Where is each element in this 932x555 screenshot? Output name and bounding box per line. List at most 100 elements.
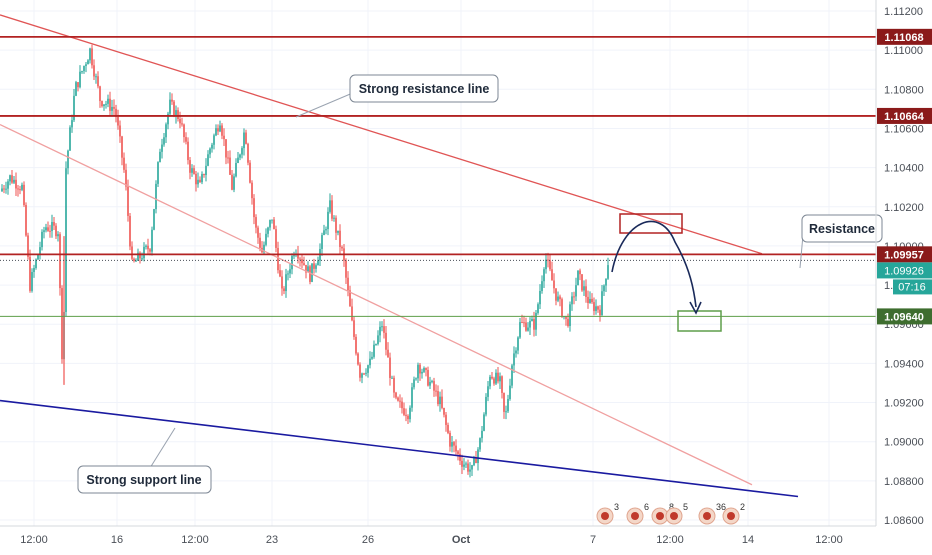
candle xyxy=(41,229,43,251)
candle xyxy=(29,249,31,293)
svg-text:36: 36 xyxy=(716,502,726,512)
candle xyxy=(437,385,439,407)
candle xyxy=(427,366,429,387)
candle xyxy=(241,146,243,159)
flag-icon xyxy=(656,512,664,520)
candle xyxy=(391,375,393,379)
candle xyxy=(527,322,529,332)
candle xyxy=(193,165,195,175)
candle xyxy=(591,293,593,304)
candle-countdown-tag: 07:16 xyxy=(893,279,932,295)
event-badge[interactable]: 8 xyxy=(651,502,674,525)
candle xyxy=(509,378,511,401)
candle xyxy=(171,93,173,105)
candle xyxy=(541,275,543,294)
candle xyxy=(187,137,189,165)
candle xyxy=(537,302,539,315)
time-tick-label: 12:00 xyxy=(181,534,209,546)
candle xyxy=(329,193,331,214)
candle xyxy=(407,414,409,424)
candle xyxy=(89,47,91,64)
time-tick-label: 26 xyxy=(362,534,374,546)
candle xyxy=(287,270,289,281)
svg-text:1.11068: 1.11068 xyxy=(884,32,923,44)
projection-arrow xyxy=(611,220,697,308)
trendline[interactable] xyxy=(0,123,753,486)
candle xyxy=(67,149,69,175)
callout-pointer xyxy=(799,234,804,269)
candle xyxy=(189,157,191,180)
candle xyxy=(225,139,227,165)
candle xyxy=(433,377,435,397)
candle xyxy=(243,128,245,156)
annotation-strong-resistance[interactable]: Strong resistance line xyxy=(295,74,499,118)
time-axis[interactable]: 12:00 16 12:00 23 26 Oct 7 12:00 14 12:00 xyxy=(0,525,876,546)
candle xyxy=(363,372,365,375)
candle xyxy=(381,321,383,332)
candle xyxy=(47,221,49,232)
candle xyxy=(233,173,235,193)
candle xyxy=(239,153,241,161)
event-badge[interactable]: 6 xyxy=(626,502,649,525)
candle xyxy=(275,225,277,253)
candle xyxy=(33,264,35,278)
annotation-strong-support[interactable]: Strong support line xyxy=(77,427,212,494)
candle xyxy=(559,294,561,307)
callout-box xyxy=(349,74,499,103)
candle xyxy=(317,256,319,266)
candle xyxy=(65,161,67,317)
candle xyxy=(1,184,3,193)
candle xyxy=(405,408,407,422)
candle xyxy=(25,202,27,237)
candle xyxy=(557,291,559,303)
price-tick-label: 1.10200 xyxy=(884,202,924,214)
candle xyxy=(255,214,257,234)
price-level-tag: 1.10664 xyxy=(877,107,932,124)
candle xyxy=(547,252,549,268)
candle xyxy=(107,94,109,108)
resistance-zone-box xyxy=(619,213,683,234)
candle xyxy=(607,257,609,280)
candle xyxy=(593,297,595,316)
candle xyxy=(571,292,573,311)
annotation-label: Resistance xyxy=(809,222,875,236)
price-tick-label: 1.11200 xyxy=(884,6,923,18)
event-badge[interactable]: 36 xyxy=(698,502,726,525)
candle xyxy=(325,226,327,235)
time-tick-label: 12:00 xyxy=(815,534,843,546)
candle xyxy=(153,208,155,231)
event-badge[interactable]: 2 xyxy=(722,502,745,525)
candle xyxy=(347,271,349,297)
economic-event-badges[interactable]: 3 6 8 5 36 2 xyxy=(596,502,745,525)
candle xyxy=(465,461,467,469)
candle xyxy=(597,305,599,313)
candle xyxy=(417,362,419,383)
candle xyxy=(209,147,211,159)
candle xyxy=(327,207,329,236)
candle xyxy=(133,257,135,263)
svg-text:1.09926: 1.09926 xyxy=(884,265,924,277)
candle xyxy=(495,369,497,385)
candle xyxy=(467,459,469,475)
candle xyxy=(177,107,179,122)
candle xyxy=(393,375,395,398)
candle xyxy=(251,180,253,205)
candle xyxy=(173,99,175,118)
event-badge[interactable]: 5 xyxy=(665,502,688,525)
candle xyxy=(207,150,209,167)
candle xyxy=(605,278,607,292)
annotation-resistance[interactable]: Resistance xyxy=(799,214,883,269)
trendline[interactable] xyxy=(0,399,799,498)
candle xyxy=(9,174,11,186)
event-badge[interactable]: 3 xyxy=(596,502,619,525)
candle xyxy=(125,163,127,191)
candle xyxy=(113,99,115,116)
candle xyxy=(555,288,557,306)
price-level-tag: 1.11068 xyxy=(877,28,932,45)
candle xyxy=(273,217,275,230)
candle xyxy=(333,215,335,222)
candle xyxy=(257,225,259,244)
candle xyxy=(17,184,19,197)
